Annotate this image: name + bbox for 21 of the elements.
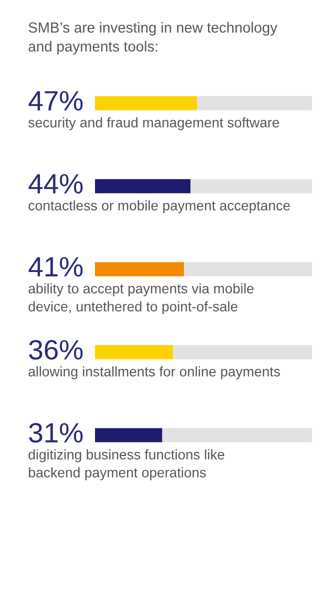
y-tick-label: ability to accept payments via mobile device, untethered to point-of-sale (28, 283, 254, 314)
y-tick-label: contactless or mobile payment acceptance (28, 200, 290, 214)
data-label: 47% (28, 91, 83, 111)
bar (184, 262, 312, 276)
bar (162, 428, 312, 442)
bar (95, 179, 190, 194)
bar (95, 262, 184, 276)
bar (173, 345, 312, 360)
bar (95, 345, 174, 360)
chart-title: SMB’s are investing in new technology and payments tools: (28, 22, 278, 54)
y-tick-label: security and fraud management software (28, 117, 280, 130)
bar (95, 428, 162, 442)
data-label: 44% (28, 174, 83, 194)
data-label: 31% (29, 422, 83, 443)
bar (196, 96, 312, 110)
y-tick-label: allowing installments for online payments (28, 366, 280, 380)
bar (95, 96, 197, 110)
data-label: 41% (28, 257, 83, 277)
bar (190, 179, 312, 194)
data-label: 36% (29, 340, 83, 360)
y-tick-label: digitizing business functions like backend payment operations (28, 449, 224, 480)
